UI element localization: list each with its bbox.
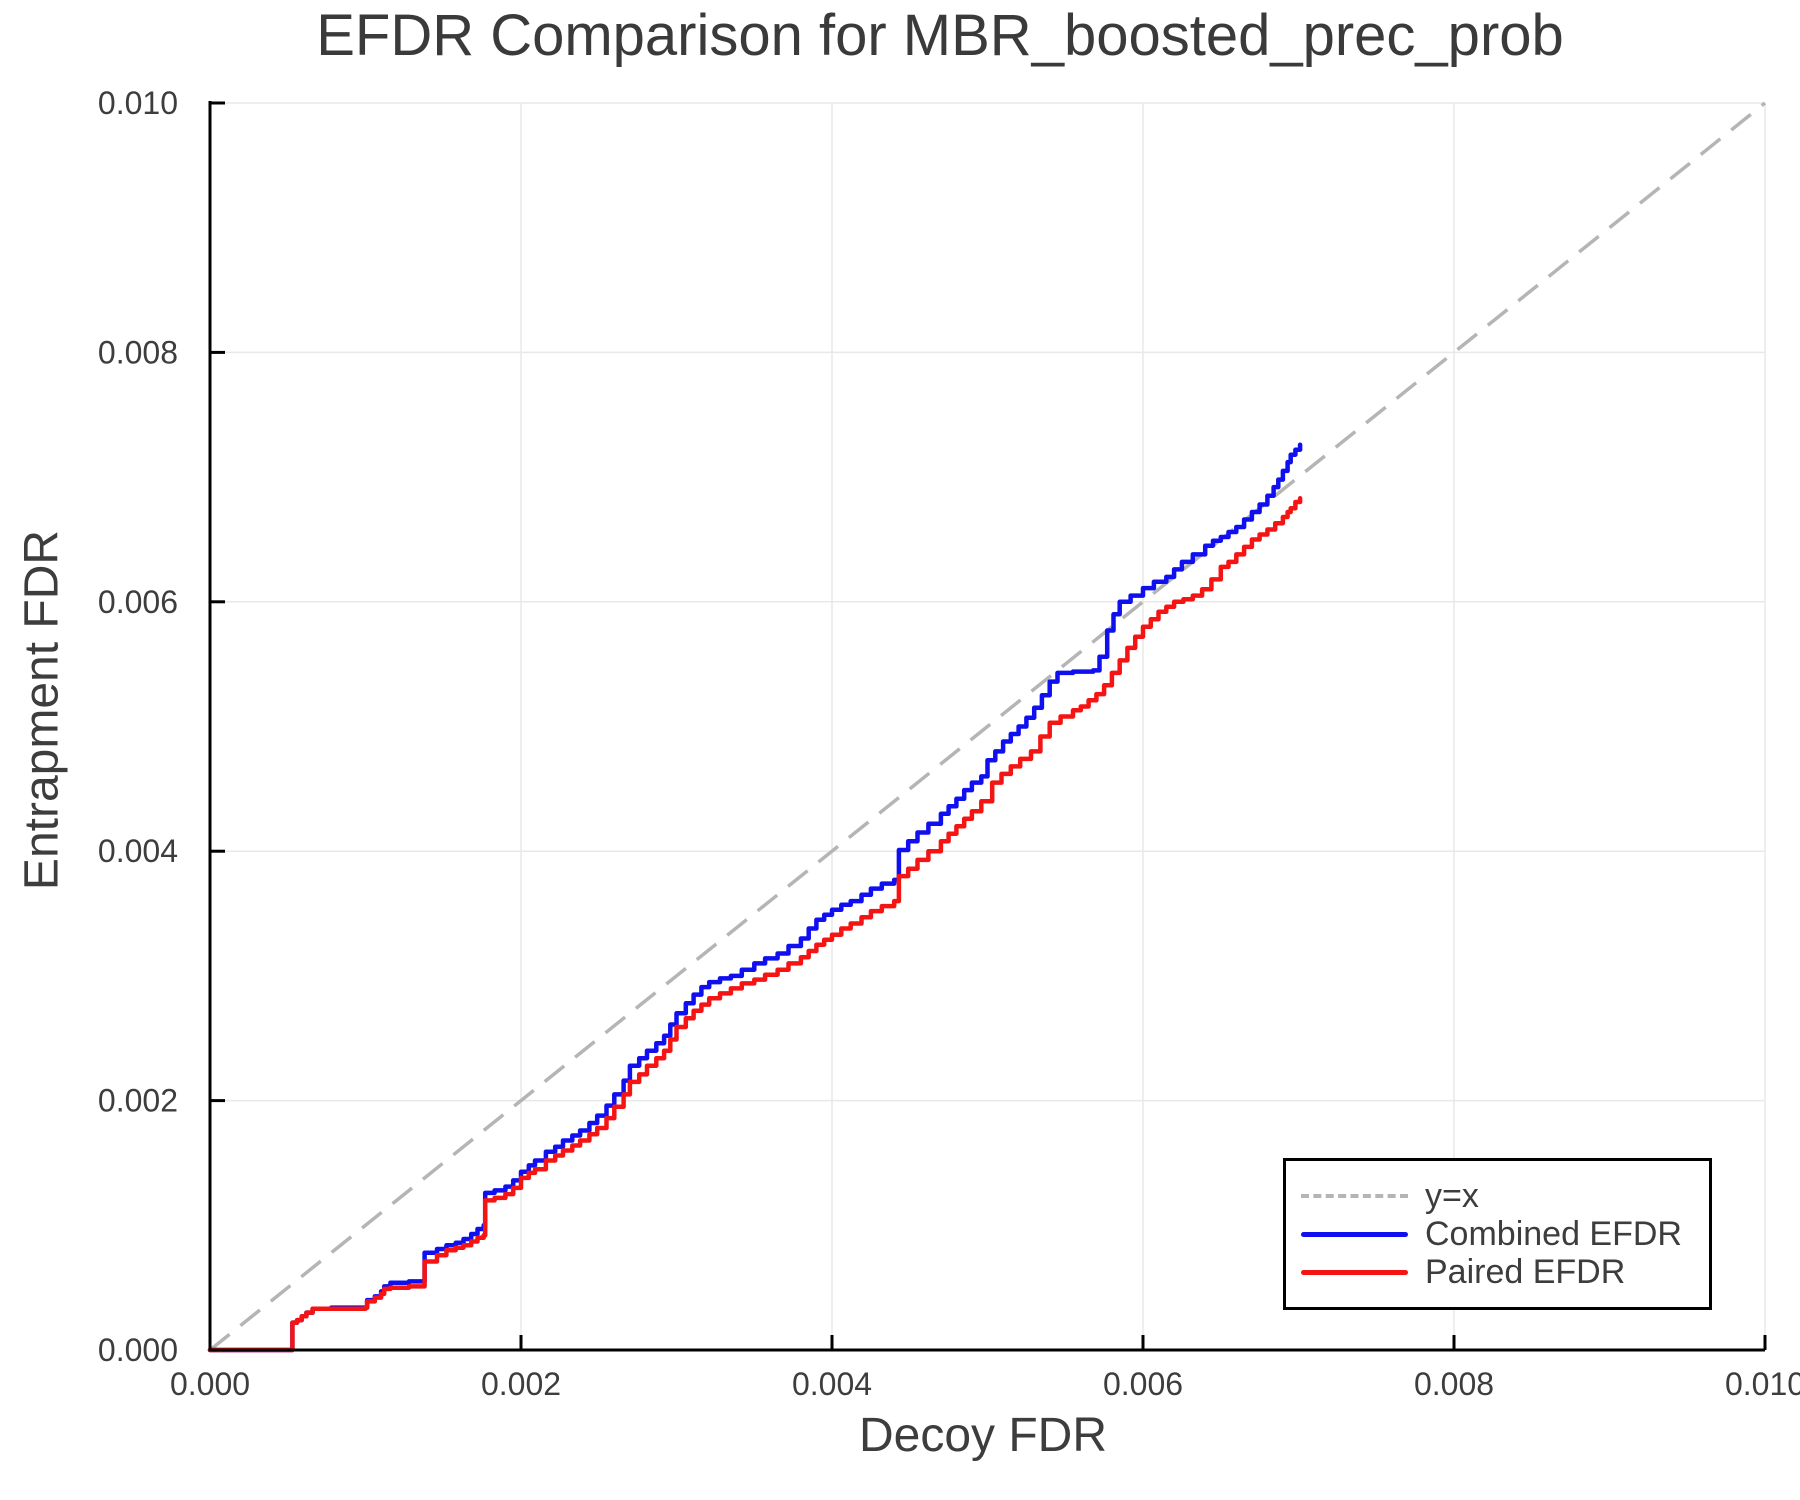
legend-label: Paired EFDR [1425,1252,1626,1291]
y-tick-label: 0.002 [98,1083,178,1119]
x-tick-label: 0.002 [481,1366,561,1402]
blue-line-sample [1301,1231,1408,1237]
x-tick-label: 0.008 [1414,1366,1494,1402]
legend-label: Combined EFDR [1425,1214,1682,1253]
chart-title: EFDR Comparison for MBR_boosted_prec_pro… [316,3,1564,68]
dashed-line-sample [1301,1194,1408,1198]
y-tick-label: 0.010 [98,85,178,121]
series-line-paired-efdr [207,496,1303,1353]
legend-item-reference: y=x [1301,1177,1709,1215]
legend-item-paired: Paired EFDR [1301,1253,1709,1291]
y-tick-label: 0.006 [98,584,178,620]
legend-label: y=x [1425,1176,1479,1215]
y-tick-label: 0.008 [98,334,178,370]
x-tick-label: 0.010 [1725,1366,1800,1402]
x-axis-title: Decoy FDR [858,1409,1108,1462]
series-line-combined-efdr [207,442,1303,1353]
y-tick-label: 0.004 [98,833,178,869]
reference-line-y-equals-x [208,101,1767,1352]
y-tick-label: 0.000 [98,1332,178,1368]
x-tick-label: 0.006 [1103,1366,1183,1402]
legend-item-combined: Combined EFDR [1301,1215,1709,1253]
legend: y=x Combined EFDR Paired EFDR [1283,1158,1712,1310]
x-tick-label: 0.000 [170,1366,250,1402]
red-line-sample [1301,1269,1408,1275]
x-tick-label: 0.004 [792,1366,872,1402]
